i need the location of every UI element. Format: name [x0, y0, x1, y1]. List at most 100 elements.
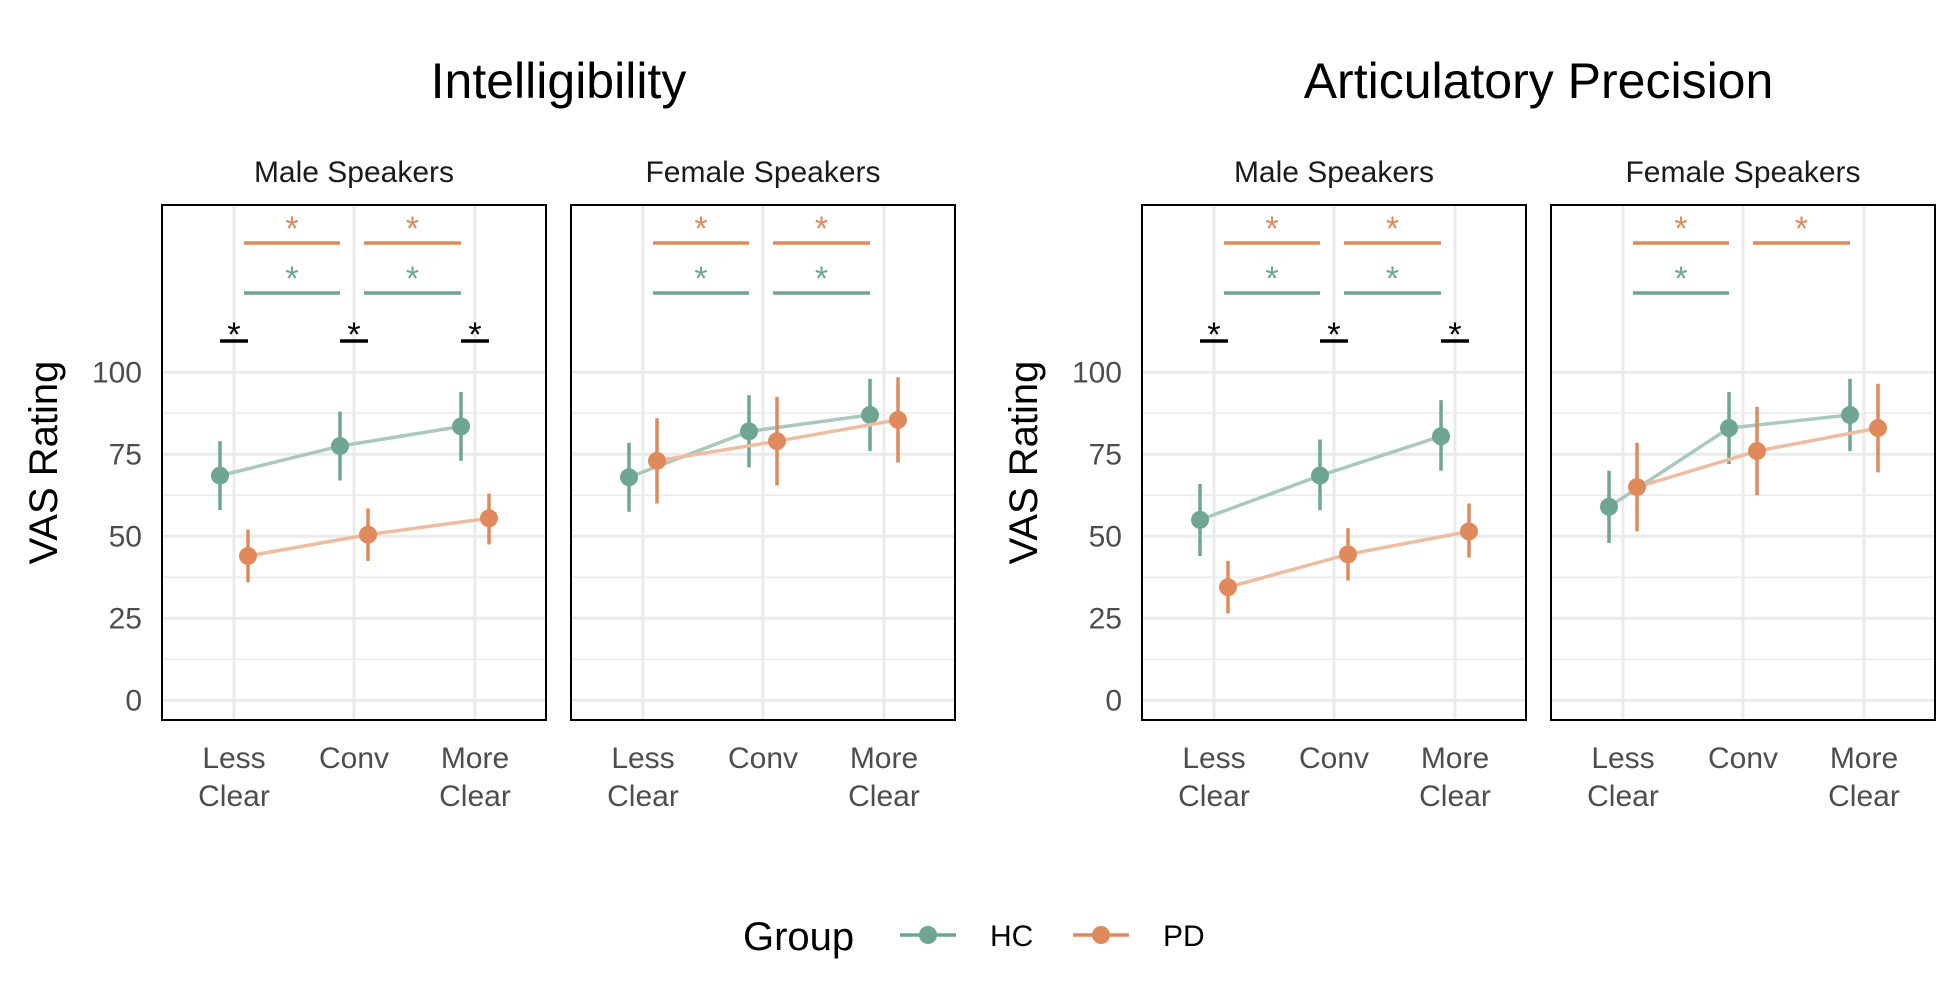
x-tick-label: More Clear	[439, 742, 511, 813]
condition-sig-star-pd: *	[285, 210, 298, 248]
x-tick-label: More Clear	[1419, 742, 1491, 813]
legend-title: Group	[743, 915, 854, 959]
panel-female-speakers: Female Speakers * * * Less Clear Conv More Clear	[1550, 156, 1936, 813]
strip-label: Female Speakers	[645, 156, 880, 189]
panel-border	[1550, 204, 1936, 721]
condition-sig-star-pd: *	[1795, 210, 1808, 248]
condition-sig-star-pd: *	[1265, 210, 1278, 248]
y-tick-label: 25	[109, 602, 142, 635]
x-tick-line: Clear	[439, 780, 511, 813]
y-tick-label: 100	[1072, 356, 1122, 389]
condition-sig-star-hc: *	[1386, 260, 1399, 298]
group-diff-star: *	[227, 316, 240, 354]
legend: Group HC PD	[743, 915, 1205, 959]
legend-label-pd: PD	[1163, 920, 1205, 953]
data-point-hc	[211, 466, 229, 485]
panel-border	[161, 204, 547, 721]
data-point-hc	[331, 437, 349, 456]
y-tick-label: 25	[1089, 602, 1122, 635]
condition-sig-star-hc: *	[406, 260, 419, 298]
x-tick-line: Clear	[1178, 780, 1250, 813]
x-tick-label: Conv	[728, 742, 798, 775]
group-diff-star: *	[1327, 316, 1340, 354]
panel-border	[570, 204, 956, 721]
figure-title: Articulatory Precision	[1304, 53, 1774, 109]
x-tick-label: Conv	[1708, 742, 1778, 775]
group-diff-star: *	[347, 316, 360, 354]
strip-label: Male Speakers	[254, 156, 454, 189]
data-point-hc	[620, 468, 638, 487]
data-point-pd	[1748, 442, 1766, 461]
x-tick-line: Clear	[1419, 780, 1491, 813]
x-tick-label: Conv	[319, 742, 389, 775]
condition-sig-star-hc: *	[285, 260, 298, 298]
figure-title: Intelligibility	[431, 53, 687, 109]
strip-label: Female Speakers	[1625, 156, 1860, 189]
panel-male-speakers: Male Speakers * * * * * * * Less Clear Conv More Cle…	[161, 156, 547, 813]
x-tick-line: Less	[1182, 742, 1245, 775]
legend-key-point-pd	[1092, 926, 1110, 944]
data-point-pd	[1460, 522, 1478, 541]
data-point-pd	[480, 509, 498, 528]
y-tick-label: 50	[1089, 520, 1122, 553]
data-point-hc	[1191, 510, 1209, 529]
data-point-hc	[1841, 405, 1859, 424]
data-point-pd	[1219, 578, 1237, 597]
panel-female-speakers: Female Speakers * * * * Less Clear Conv More Clea…	[570, 156, 956, 813]
x-tick-label: Less Clear	[1587, 742, 1659, 813]
x-tick-line: More	[1830, 742, 1898, 775]
data-point-pd	[1628, 478, 1646, 497]
data-point-hc	[861, 405, 879, 424]
data-point-hc	[452, 417, 470, 436]
y-tick-label: 75	[1089, 438, 1122, 471]
x-tick-label: Conv	[1299, 742, 1369, 775]
legend-key-point-hc	[919, 926, 937, 944]
x-tick-line: Clear	[848, 780, 920, 813]
y-axis-label: VAS Rating	[1002, 361, 1046, 565]
data-point-pd	[1339, 545, 1357, 564]
x-tick-line: Conv	[728, 742, 798, 775]
x-tick-line: Clear	[198, 780, 270, 813]
x-tick-label: Less Clear	[198, 742, 270, 813]
data-point-pd	[889, 410, 907, 429]
condition-sig-star-pd: *	[694, 210, 707, 248]
x-tick-line: Clear	[1587, 780, 1659, 813]
condition-sig-star-hc: *	[815, 260, 828, 298]
y-tick-label: 50	[109, 520, 142, 553]
x-tick-line: Less	[611, 742, 674, 775]
condition-sig-star-hc: *	[694, 260, 707, 298]
x-tick-line: More	[850, 742, 918, 775]
condition-sig-star-pd: *	[406, 210, 419, 248]
x-tick-label: Less Clear	[1178, 742, 1250, 813]
condition-sig-star-pd: *	[1674, 210, 1687, 248]
x-tick-line: Conv	[1708, 742, 1778, 775]
x-tick-line: Clear	[1828, 780, 1900, 813]
x-tick-label: More Clear	[848, 742, 920, 813]
condition-sig-star-pd: *	[1386, 210, 1399, 248]
legend-label-hc: HC	[990, 920, 1033, 953]
x-tick-label: Less Clear	[607, 742, 679, 813]
data-point-hc	[740, 422, 758, 441]
x-tick-line: Conv	[1299, 742, 1369, 775]
data-point-pd	[648, 451, 666, 470]
condition-sig-star-pd: *	[815, 210, 828, 248]
x-tick-line: More	[441, 742, 509, 775]
y-tick-label: 100	[92, 356, 142, 389]
data-point-hc	[1432, 427, 1450, 446]
x-tick-line: More	[1421, 742, 1489, 775]
condition-sig-star-hc: *	[1265, 260, 1278, 298]
x-tick-line: Less	[1591, 742, 1654, 775]
strip-label: Male Speakers	[1234, 156, 1434, 189]
condition-sig-star-hc: *	[1674, 260, 1687, 298]
group-diff-star: *	[468, 316, 481, 354]
panel-male-speakers: Male Speakers * * * * * * * Less Clear Conv More Cle…	[1141, 156, 1527, 813]
group-diff-star: *	[1207, 316, 1220, 354]
x-tick-line: Less	[202, 742, 265, 775]
x-tick-line: Clear	[607, 780, 679, 813]
panel-border	[1141, 204, 1527, 721]
data-point-pd	[359, 525, 377, 544]
data-point-pd	[1869, 419, 1887, 438]
y-axis-label: VAS Rating	[22, 361, 66, 565]
data-point-hc	[1600, 497, 1618, 516]
